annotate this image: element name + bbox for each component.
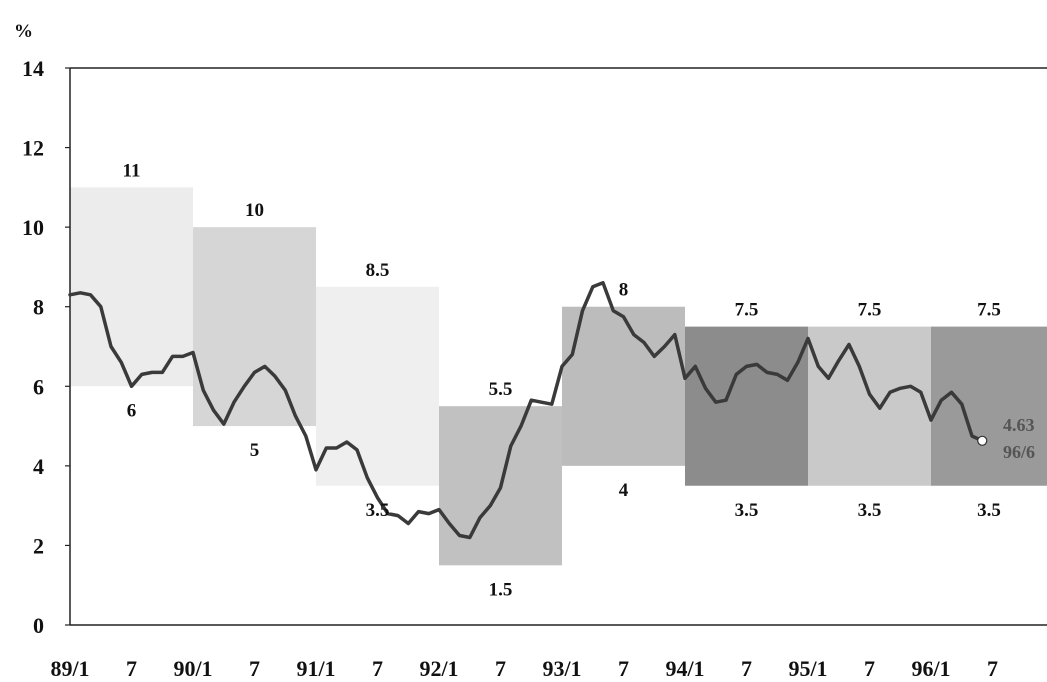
x-tick-label: 7: [495, 656, 506, 681]
y-unit-label: %: [14, 21, 33, 42]
y-tick-label: 6: [33, 374, 44, 399]
x-tick-labels: 89/1 7 90/1 7 91/1 7 92/1 7 93/1 7 94/1 7 95/1 7 96/1 7: [50, 656, 998, 681]
latest-point-group: 4.63 96/6: [977, 415, 1035, 462]
x-tick-label: 89/1: [50, 656, 89, 681]
y-tick-label: 10: [22, 215, 44, 240]
x-tick-label: 90/1: [173, 656, 212, 681]
x-tick-label: 7: [372, 656, 383, 681]
band-upper-label: 11: [123, 160, 141, 181]
target-band-4: [562, 306, 685, 466]
target-band-5: [685, 326, 808, 486]
band-upper-label: 8: [619, 280, 629, 301]
series-line-0: [68, 281, 985, 540]
x-tick-label: 95/1: [788, 656, 827, 681]
x-tick-label: 7: [741, 656, 752, 681]
target-band-6: [808, 326, 931, 486]
band-upper-label: 7.5: [977, 300, 1001, 321]
band-upper-label: 7.5: [858, 300, 882, 321]
band-labels: 11 6 10 5 8.5 3.5 5.5 1.5 8 4 7.5 3.5 7.5 3.5 7.5 3.5: [123, 160, 1001, 600]
x-tick-label: 7: [987, 656, 998, 681]
y-tick-label: 8: [33, 295, 44, 320]
band-lower-label: 3.5: [858, 500, 882, 521]
band-lower-label: 3.5: [735, 500, 759, 521]
latest-point-marker: [977, 435, 988, 446]
target-band-7: [931, 326, 1047, 486]
y-tick-label: 0: [33, 613, 44, 638]
y-tick-label: 2: [33, 533, 44, 558]
y-tick-label: 14: [22, 56, 44, 81]
y-tick-label: 4: [33, 454, 44, 479]
x-tick-label: 7: [618, 656, 629, 681]
x-tick-label: 94/1: [665, 656, 704, 681]
target-band-0: [70, 187, 193, 387]
band-lower-label: 3.5: [977, 500, 1001, 521]
band-upper-label: 8.5: [366, 260, 390, 281]
band-lower-label: 6: [127, 400, 137, 421]
latest-value-label: 4.63: [1003, 415, 1035, 435]
series-line-layer: [68, 281, 985, 540]
y-tick-label: 12: [22, 136, 44, 161]
x-tick-label: 92/1: [419, 656, 458, 681]
band-lower-label: 1.5: [489, 579, 513, 600]
y-tick-labels: 0 2 4 6 8 10 12 14: [22, 56, 70, 638]
plot-frame: [69, 67, 1047, 626]
x-tick-label: 7: [126, 656, 137, 681]
x-tick-label: 7: [864, 656, 875, 681]
band-lower-label: 5: [250, 440, 260, 461]
band-upper-label: 7.5: [735, 300, 759, 321]
x-tick-label: 91/1: [296, 656, 335, 681]
latest-date-label: 96/6: [1003, 442, 1035, 462]
band-upper-label: 5.5: [489, 379, 513, 400]
x-tick-label: 96/1: [911, 656, 950, 681]
band-lower-label: 4: [619, 480, 629, 501]
target-band-2: [316, 286, 439, 486]
bands-layer: [70, 187, 1047, 566]
target-band-1: [193, 227, 316, 427]
x-tick-label: 7: [249, 656, 260, 681]
x-tick-label: 93/1: [542, 656, 581, 681]
band-upper-label: 10: [245, 200, 264, 221]
band-lower-label: 3.5: [366, 500, 390, 521]
